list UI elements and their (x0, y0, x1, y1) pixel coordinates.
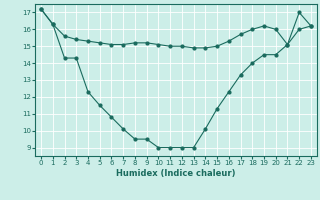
X-axis label: Humidex (Indice chaleur): Humidex (Indice chaleur) (116, 169, 236, 178)
